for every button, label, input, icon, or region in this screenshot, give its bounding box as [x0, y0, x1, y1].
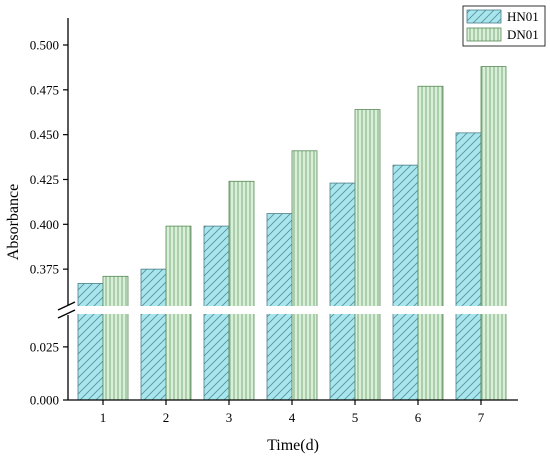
- x-tick-5-label: 5: [352, 410, 359, 425]
- y-axis-title: Absorbance: [5, 184, 22, 260]
- bar-HN01-1: [77, 283, 104, 401]
- y-tick-0.025-label: 0.025: [30, 339, 59, 354]
- bar-DN01-3: [228, 180, 255, 401]
- axes-group: [57, 18, 518, 401]
- y-tick-0.475-label: 0.475: [30, 82, 59, 97]
- y-tick-0.500-label: 0.500: [30, 38, 59, 53]
- x-tick-7-label: 7: [478, 410, 485, 425]
- x-tick-6-label: 6: [415, 410, 422, 425]
- bar-HN01-7: [455, 132, 482, 401]
- x-axis-title: Time(d): [267, 437, 319, 454]
- y-tick-0.375-label: 0.375: [30, 262, 59, 277]
- axis-break-mark-lower: [57, 309, 76, 319]
- axis-break-gap: [69, 306, 525, 314]
- bar-HN01-5: [329, 182, 356, 401]
- bar-DN01-6: [417, 85, 444, 401]
- bars-group: [77, 66, 507, 401]
- legend-swatch-DN01: [466, 27, 502, 42]
- bar-HN01-2: [140, 268, 167, 401]
- x-tick-4-label: 4: [289, 410, 296, 425]
- y-tick-0.450-label: 0.450: [30, 127, 59, 142]
- y-tick-0.425-label: 0.425: [30, 172, 59, 187]
- bar-HN01-6: [392, 164, 419, 401]
- bar-DN01-4: [291, 150, 318, 401]
- legend-label-DN01: DN01: [507, 27, 539, 42]
- bar-DN01-1: [102, 275, 129, 401]
- y-tick-0.400-label: 0.400: [30, 217, 59, 232]
- legend-label-HN01: HN01: [507, 9, 539, 24]
- ticks-group: 0.375 0.400 0.425 0.450 0.475 0.500 0.000 0.025…: [30, 38, 485, 426]
- legend: HN01 DN01: [462, 5, 546, 47]
- legend-swatch-HN01: [466, 9, 502, 24]
- x-tick-2-label: 2: [163, 410, 170, 425]
- bar-DN01-7: [480, 66, 507, 401]
- axis-break-mark-upper: [57, 301, 76, 311]
- bar-DN01-5: [354, 109, 381, 401]
- x-tick-1-label: 1: [100, 410, 107, 425]
- x-tick-3-label: 3: [226, 410, 233, 425]
- y-tick-0.000-label: 0.000: [30, 393, 59, 408]
